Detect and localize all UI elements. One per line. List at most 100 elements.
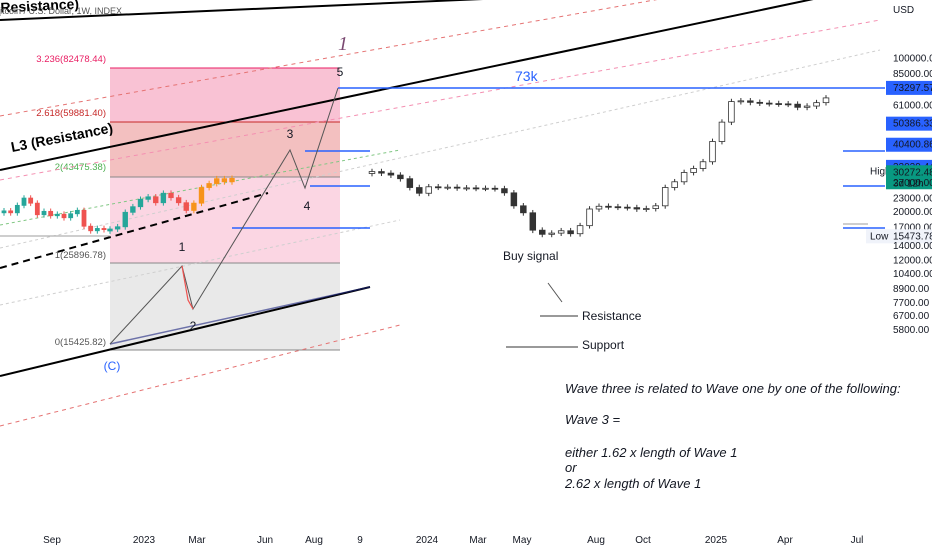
buy-signal-label: Buy signal [503,249,558,263]
candle-body [661,187,669,207]
candle-body [614,206,622,209]
candle-body [501,188,508,194]
candle-body [229,177,235,183]
support-line [0,286,371,377]
x-tick-label: Apr [777,535,793,546]
wave-label-3: 3 [287,127,294,141]
candle-body [491,187,499,190]
x-tick-label: Sep [43,535,61,546]
candle-body [122,211,128,228]
wave-label-c: (C) [104,359,121,373]
candle-body [444,186,451,189]
y-tick-label: 100000.00 [893,53,932,64]
candle-body [472,187,480,190]
candle-body [652,205,659,209]
y-tick-label: 8900.00 [893,284,930,295]
support-line-blue [109,286,371,345]
resistance-top-line [0,0,484,21]
x-tick-label: Aug [305,535,323,546]
x-tick-label: Mar [469,535,487,546]
candle-body [175,197,182,204]
candle-body [81,210,87,227]
y-tick-label: 27000.00 [893,178,932,189]
channel-dotted-green [0,149,401,226]
fib-zone-middle [110,122,340,177]
fib-label-3236: 3.236(82478.44) [36,54,106,65]
candle-body [145,196,151,200]
candle-body [378,171,385,174]
candle-body [766,102,773,105]
candle-body [605,205,612,208]
candle-body [68,213,74,219]
fib-zone-lower [110,177,340,263]
candle-body [214,178,220,184]
candle-body [48,210,54,217]
candle-body [137,198,144,208]
candle-body [406,178,414,188]
candle-body [690,168,697,173]
candle-body [567,230,574,235]
candle-body [198,187,205,204]
channel-dotted-top-2 [0,19,881,181]
candle-body [709,141,716,163]
candle-body [114,226,121,230]
y-tick-label: 15473.78 [893,231,932,242]
y-axis-price-badge [886,80,932,95]
fib-label-0: 0(15425.82) [55,337,106,348]
candle-body [529,212,537,231]
y-badge-label: 73297.57 [893,83,932,94]
y-badge-sub: 3d 12h [893,178,924,189]
candle-body [397,174,404,180]
y-tick-label: 10400.00 [893,269,932,280]
candle-body [680,172,688,183]
y-tick-label: 20000.00 [893,207,932,218]
candle-body [624,206,631,209]
candle-body [576,225,584,235]
chart-title: Bitcoin / U.S. Dollar, 1W, INDEX [0,6,122,16]
candle-body [206,183,212,188]
candle-body [368,171,376,174]
y-tick-label: 12000.00 [893,256,932,267]
candle-body [28,197,34,204]
y-badge-label: 30272.48 [893,167,932,178]
y-tick-label: 17000.00 [893,222,932,233]
candle-body [482,187,489,190]
note-line-3: either 1.62 x length of Wave 1 [565,445,737,460]
candle-body [718,121,726,142]
y-tick-label: 7700.00 [893,298,930,309]
wave-orange-path [181,265,194,310]
wave-projection-path [109,87,339,345]
resistance-label: Resistance [582,309,642,323]
candle-body [153,196,159,204]
candle-body [94,228,100,232]
fib-zone-upper [110,68,340,122]
wave-label-5: 5 [337,65,344,79]
y-axis: USD 100000.00 85000.00 73297.57 61000.00 5038… [866,5,932,336]
candle-body [61,213,67,219]
candle-body [510,192,518,207]
candle-body [699,161,707,169]
candle-body [453,186,461,189]
x-tick-label: May [513,535,532,546]
note-line-5: 2.62 x length of Wave 1 [564,476,701,491]
y-axis-low-bg [866,229,932,244]
x-tick-label: Mar [188,535,206,546]
fib-label-1: 1(25896.78) [55,250,106,261]
channel-dotted-gray-2 [0,219,401,306]
channel-dotted-gray-1 [0,49,881,249]
x-axis: Sep 2023 Mar Jun Aug 9 2024 Mar May Aug Oct 2025 Apr… [43,535,863,546]
y-axis-currency: USD [893,5,914,16]
candle-body [88,225,94,232]
candle-body [756,101,764,104]
candle-body [463,187,470,190]
candle-body [14,204,20,214]
candle-body [191,202,197,211]
candle-body [21,197,27,206]
candle-body [803,105,811,108]
fib-label-2618: 2.618(59881.40) [36,108,106,119]
y-tick-label: 5800.00 [893,325,930,336]
candle-body [416,187,423,194]
candle-body [557,230,565,234]
